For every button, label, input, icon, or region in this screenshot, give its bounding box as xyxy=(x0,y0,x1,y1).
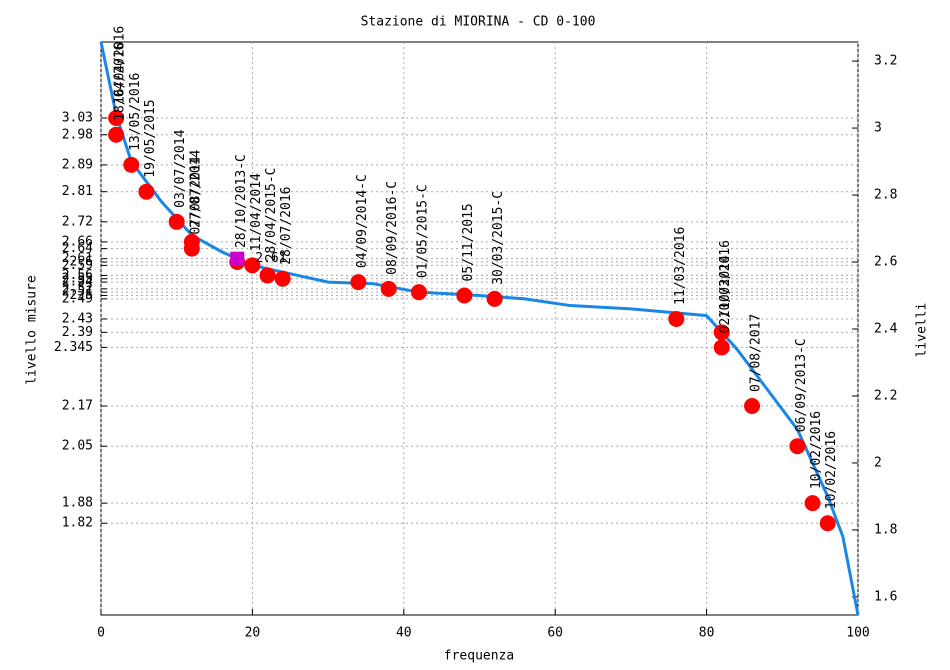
y2-tick-label: 1.6 xyxy=(874,589,897,604)
y-tick-label: 1.88 xyxy=(62,496,93,511)
data-point xyxy=(183,240,200,257)
y-tick-label: 2.6 xyxy=(70,255,93,270)
point-label: 28/07/2016 xyxy=(279,186,294,264)
y2-tick-label: 2.8 xyxy=(874,188,897,203)
data-point xyxy=(668,310,685,327)
y-tick-label: 2.64 xyxy=(62,241,93,256)
point-label: 10/03/2016 xyxy=(718,240,733,318)
point-label: 02/10/2014 xyxy=(718,255,733,333)
x-tick-label: 100 xyxy=(846,626,869,641)
point-label: 10/02/2016 xyxy=(824,431,839,509)
data-point xyxy=(804,495,821,512)
y-tick-label: 2.43 xyxy=(62,311,93,326)
y-tick-label: 2.98 xyxy=(62,127,93,142)
y-tick-label: 2.81 xyxy=(62,184,93,199)
x-tick-label: 20 xyxy=(245,626,261,641)
data-point xyxy=(274,270,291,287)
point-label: 03/07/2014 xyxy=(173,129,188,207)
y2-tick-label: 2.6 xyxy=(874,255,897,270)
data-point xyxy=(350,274,367,291)
point-label: 06/09/2013-C xyxy=(794,338,809,432)
point-label: 27/07/2014 xyxy=(188,149,203,227)
y-tick-label: 2.72 xyxy=(62,214,93,229)
y-tick-label: 1.82 xyxy=(62,516,93,531)
point-label: 11/04/2014 xyxy=(249,173,264,251)
data-point xyxy=(410,284,427,301)
x-tick-label: 0 xyxy=(97,626,105,641)
y-tick-label: 2.55 xyxy=(62,271,93,286)
y-tick-label: 3.03 xyxy=(62,111,93,126)
data-point xyxy=(744,398,761,415)
x-tick-label: 60 xyxy=(547,626,563,641)
data-point xyxy=(486,290,503,307)
point-label: 28/04/2015-C xyxy=(264,167,279,261)
x-tick-label: 80 xyxy=(699,626,715,641)
y-tick-label: 2.54 xyxy=(62,275,93,290)
y-tick-label: 2.52 xyxy=(62,281,93,296)
y-tick-label: 2.05 xyxy=(62,439,93,454)
point-label: 19/05/2015 xyxy=(143,99,158,177)
data-point xyxy=(789,438,806,455)
data-point xyxy=(168,213,185,230)
y2-tick-label: 2 xyxy=(874,455,882,470)
y-tick-label: 2.59 xyxy=(62,258,93,273)
y-tick-label: 2.89 xyxy=(62,157,93,172)
point-label: 16/04/2016 xyxy=(113,26,128,104)
y2-tick-label: 3.2 xyxy=(874,54,897,69)
point-label: 07/08/2017 xyxy=(749,314,764,392)
data-point xyxy=(713,324,730,341)
y-tick-label: 2.66 xyxy=(62,234,93,249)
highlight-point xyxy=(230,251,245,266)
point-label: 18/04/2016 xyxy=(113,42,128,120)
data-point xyxy=(380,280,397,297)
curve xyxy=(99,41,860,616)
y-tick-label: 2.39 xyxy=(62,325,93,340)
y-tick-label: 2.51 xyxy=(62,285,93,300)
y-tick-label: 2.61 xyxy=(62,251,93,266)
point-label: 08/09/2016-C xyxy=(385,181,400,275)
point-label: 28/10/2013-C xyxy=(234,154,249,248)
chart-title: Stazione di MIORINA - CD 0-100 xyxy=(361,15,596,30)
point-label: 05/11/2015 xyxy=(461,203,476,281)
data-point xyxy=(108,110,125,127)
data-point xyxy=(138,183,155,200)
plot-frame xyxy=(100,41,859,616)
point-label: 04/09/2014-C xyxy=(355,174,370,268)
y-tick-label: 2.49 xyxy=(62,291,93,306)
y-axis-label: livello misure xyxy=(25,275,40,385)
data-point xyxy=(259,267,276,284)
data-point xyxy=(244,257,261,274)
y2-tick-label: 2.2 xyxy=(874,388,897,403)
data-point xyxy=(456,287,473,304)
highlight-label: 2.61 xyxy=(255,251,286,266)
point-label: 11/03/2016 xyxy=(673,227,688,305)
point-label: 30/03/2015-C xyxy=(491,191,506,285)
point-label: 10/02/2016 xyxy=(809,411,824,489)
data-point xyxy=(108,126,125,143)
point-label: 13/05/2016 xyxy=(128,73,143,151)
data-point xyxy=(819,515,836,532)
y-tick-label: 2.56 xyxy=(62,268,93,283)
x-axis-label: frequenza xyxy=(444,649,514,664)
data-point xyxy=(123,156,140,173)
y-tick-label: 2.17 xyxy=(62,399,93,414)
data-point xyxy=(713,339,730,356)
y-tick-label: 2.5 xyxy=(70,288,93,303)
x-tick-label: 40 xyxy=(396,626,412,641)
point-label: 01/05/2015-C xyxy=(415,184,430,278)
y-tick-label: 2.345 xyxy=(54,340,93,355)
y2-tick-label: 1.8 xyxy=(874,522,897,537)
y2-axis-label: livelli xyxy=(915,303,930,358)
point-label: 07/08/2014 xyxy=(188,156,203,234)
y2-tick-label: 2.4 xyxy=(874,322,898,337)
y2-tick-label: 3 xyxy=(874,121,882,136)
